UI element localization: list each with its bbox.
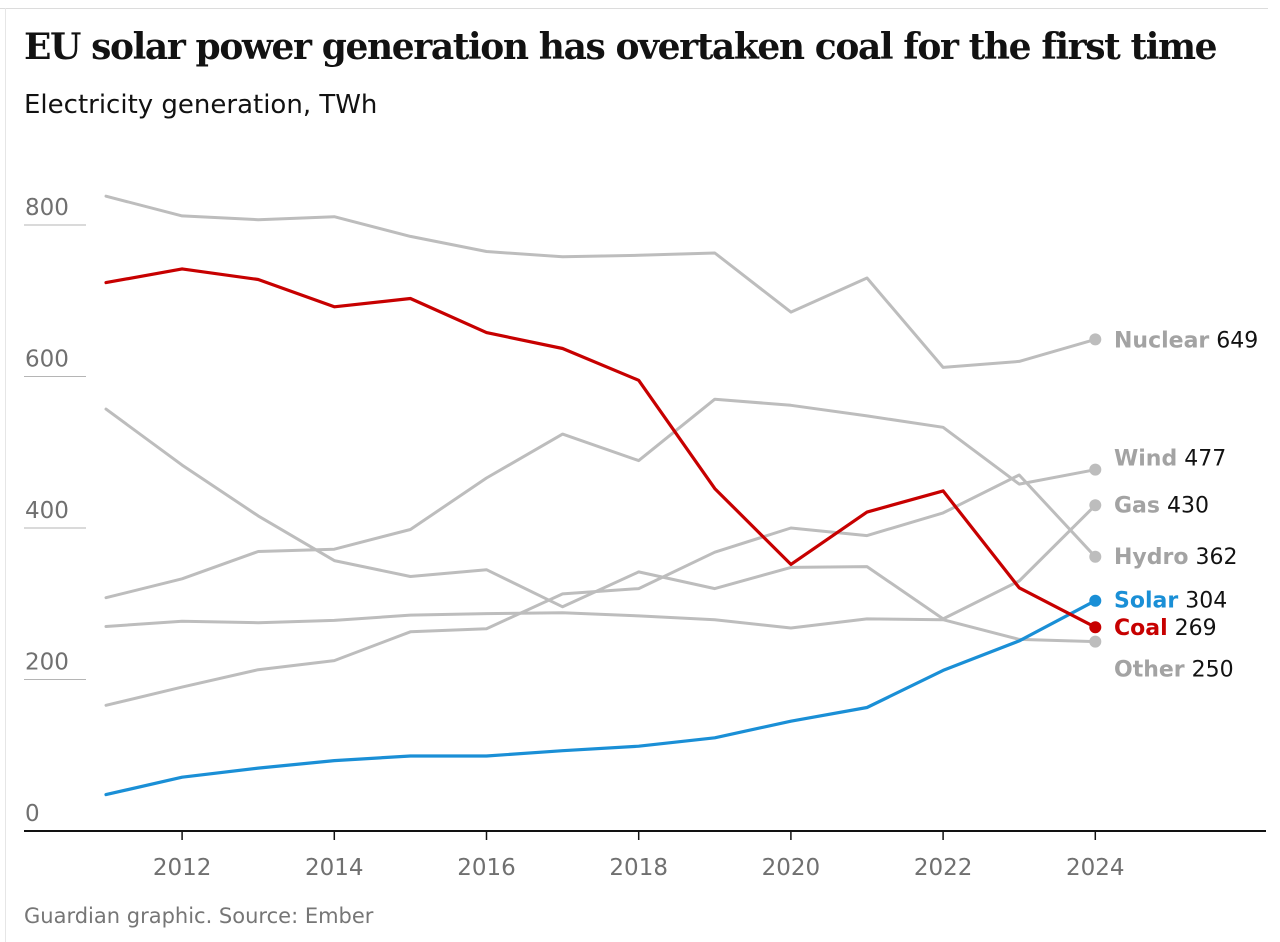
other-end-label: Other 250 — [1114, 658, 1234, 683]
nuclear-label-value: 649 — [1216, 328, 1258, 353]
left-rule — [5, 8, 6, 942]
solar-end-label: Solar 304 — [1114, 589, 1227, 614]
solar-line — [104, 599, 1097, 797]
x-tick-label: 2014 — [305, 855, 364, 881]
gas-label-name: Gas — [1114, 493, 1160, 518]
gas-end-label: Gas 430 — [1114, 493, 1209, 518]
y-tick-label: 800 — [25, 195, 69, 221]
y-tick-label: 400 — [25, 498, 69, 524]
context-series — [104, 194, 1102, 707]
top-rule — [0, 8, 1268, 9]
coal-end-label: Coal 269 — [1114, 616, 1217, 641]
y-tick-label: 600 — [25, 347, 69, 373]
wind-line — [104, 397, 1097, 600]
chart-subtitle: Electricity generation, TWh — [24, 90, 378, 120]
gas-label-value: 430 — [1167, 493, 1209, 518]
hydro-line — [104, 473, 1097, 707]
other-label-name: Other — [1114, 658, 1185, 683]
hydro-label-name: Hydro — [1114, 545, 1188, 570]
wind-end-dot — [1089, 463, 1102, 476]
nuclear-label-name: Nuclear — [1114, 328, 1209, 353]
nuclear-line — [104, 194, 1097, 369]
highlight-series — [104, 267, 1102, 797]
nuclear-end-label: Nuclear 649 — [1114, 328, 1258, 353]
gas-line — [104, 407, 1097, 621]
source-note: Guardian graphic. Source: Ember — [24, 904, 374, 928]
coal-line — [104, 267, 1097, 629]
coal-end-dot — [1089, 621, 1102, 634]
other-label-value: 250 — [1192, 658, 1234, 683]
solar-label-value: 304 — [1185, 589, 1227, 614]
y-axis: 0 200 400 600 800 — [24, 195, 86, 827]
solar-label-name: Solar — [1114, 589, 1178, 614]
nuclear-end-dot — [1089, 333, 1102, 346]
coal-label-name: Coal — [1114, 616, 1168, 641]
x-tick-label: 2024 — [1066, 855, 1125, 881]
x-axis: 2012 2014 2016 2018 2020 2022 2024 — [24, 830, 1266, 881]
gas-end-dot — [1089, 499, 1102, 512]
x-tick-label: 2018 — [609, 855, 668, 881]
x-tick-label: 2020 — [762, 855, 821, 881]
x-tick-label: 2022 — [914, 855, 973, 881]
y-tick-label: 0 — [25, 801, 40, 827]
x-tick-label: 2012 — [153, 855, 212, 881]
solar-end-dot — [1089, 594, 1102, 607]
other-end-dot — [1089, 635, 1102, 648]
other-line — [104, 611, 1097, 644]
chart-title: EU solar power generation has overtaken … — [24, 26, 1218, 68]
hydro-end-label: Hydro 362 — [1114, 545, 1237, 570]
wind-label-value: 477 — [1184, 447, 1226, 472]
wind-label-name: Wind — [1114, 447, 1177, 472]
x-tick-label: 2016 — [457, 855, 516, 881]
hydro-label-value: 362 — [1195, 545, 1237, 570]
y-tick-label: 200 — [25, 650, 69, 676]
hydro-end-dot — [1089, 550, 1102, 563]
wind-end-label: Wind 477 — [1114, 447, 1226, 472]
coal-label-value: 269 — [1175, 616, 1217, 641]
